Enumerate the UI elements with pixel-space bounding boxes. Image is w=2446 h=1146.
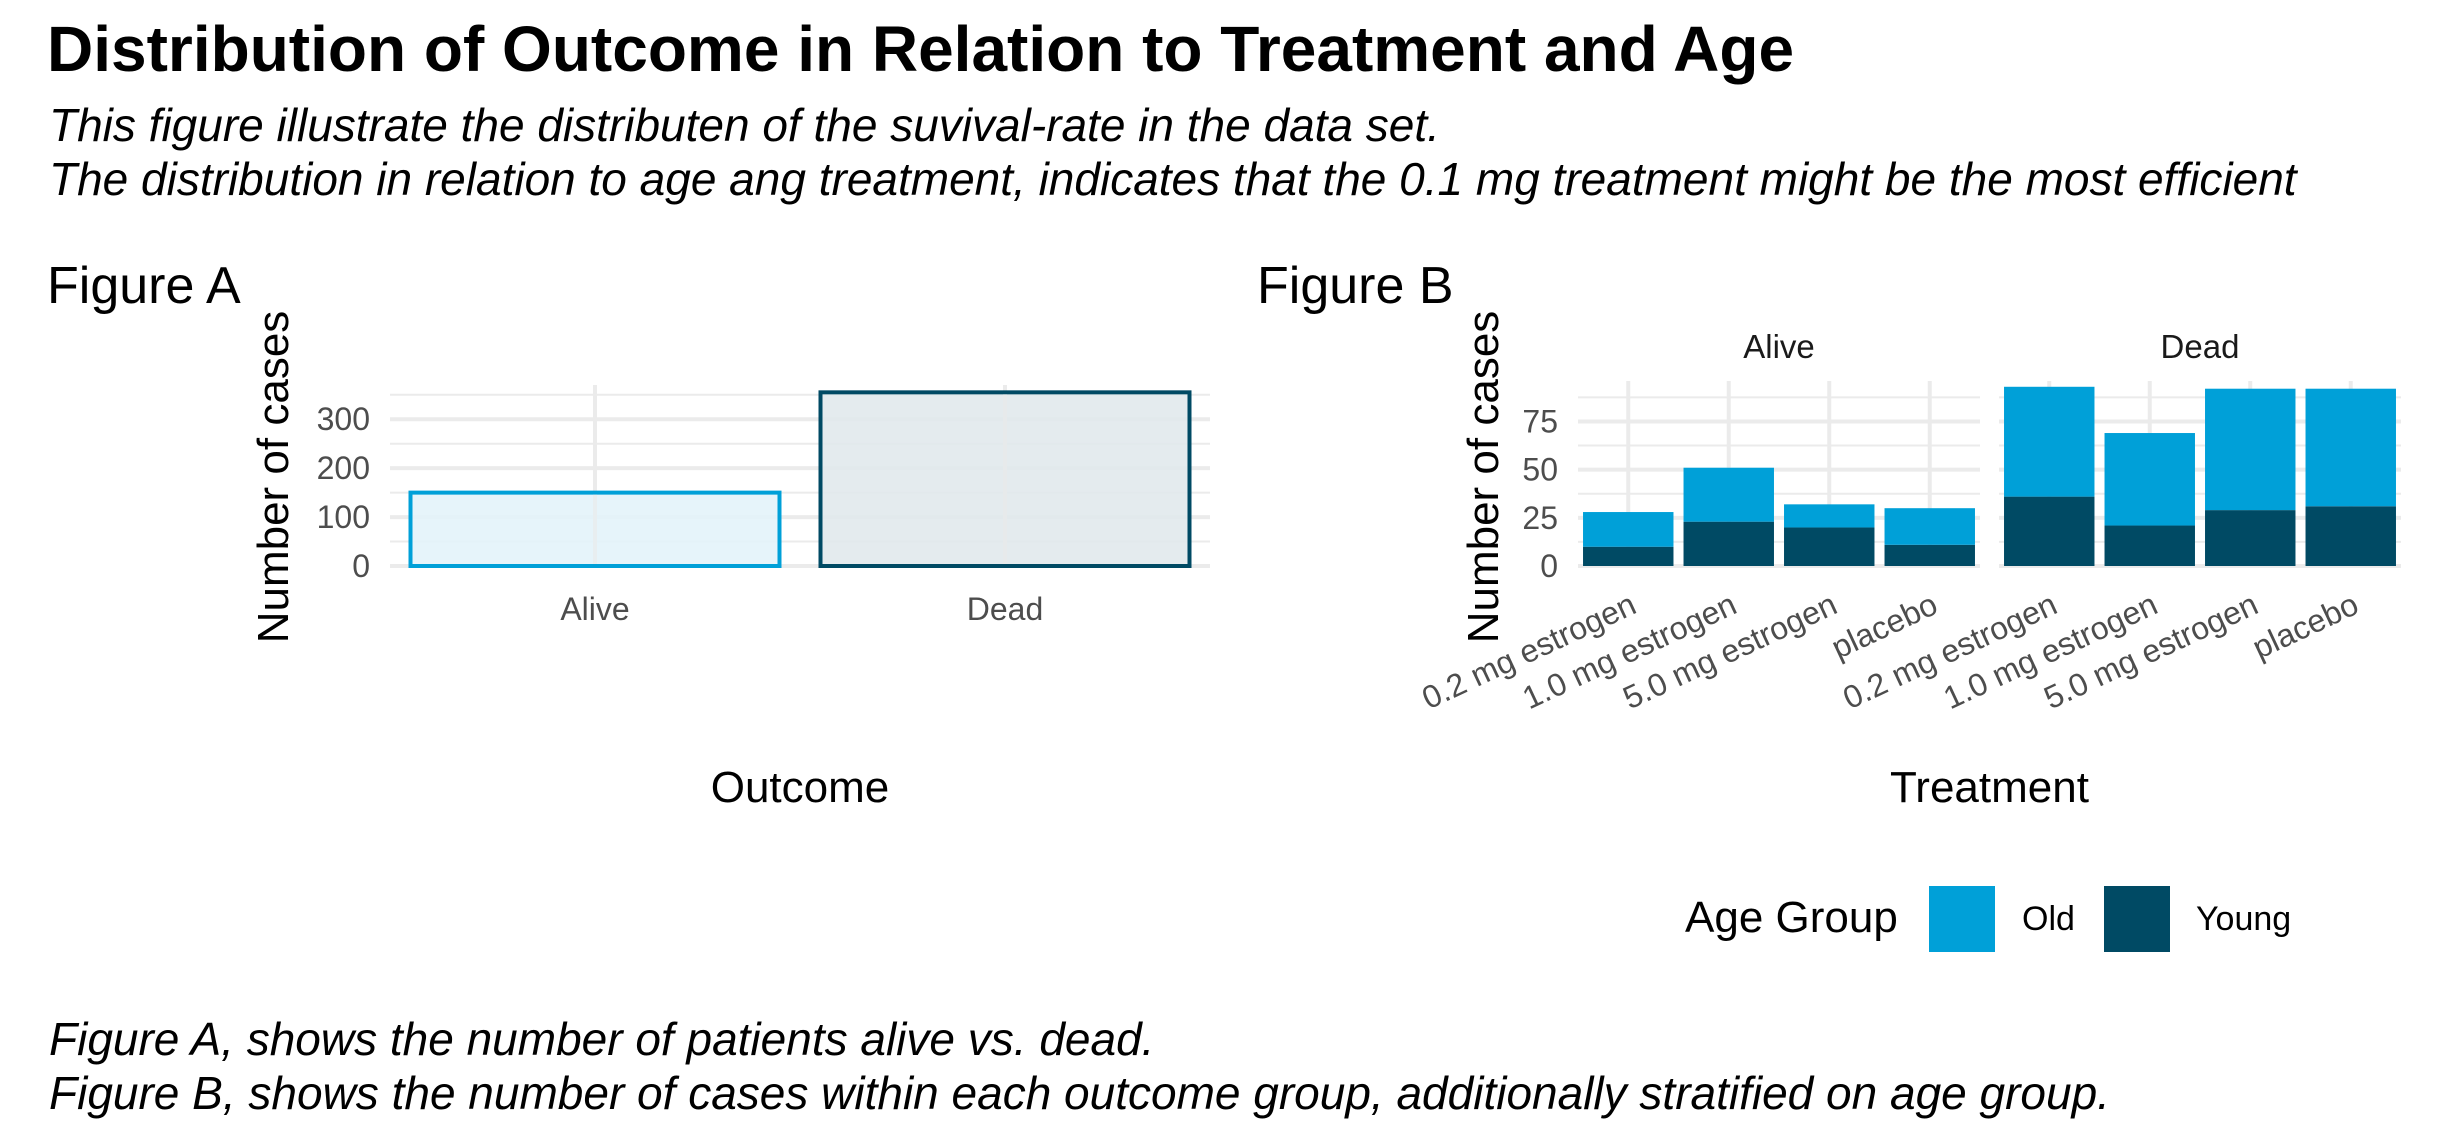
fig-a-y-tick-200: 200	[317, 450, 370, 486]
legend-title: Age Group	[1685, 893, 1898, 942]
fig-b-bar-alive-0-2-mg-estrogen-old	[1583, 512, 1674, 547]
fig-b-y-tick-50: 50	[1522, 452, 1558, 488]
fig-b-bar-dead-0-2-mg-estrogen-old	[2004, 386, 2095, 497]
subtitle-line-1: This figure illustrate the distributen o…	[49, 99, 1440, 151]
fig-b-y-tick-75: 75	[1522, 403, 1558, 439]
subtitle-line-2: The distribution in relation to age ang …	[49, 153, 2297, 205]
legend-label-young: Young	[2196, 900, 2291, 938]
legend-label-old: Old	[2022, 900, 2075, 938]
fig-b-y-tick-0: 0	[1540, 548, 1558, 584]
fig-a-y-axis-title: Number of cases	[249, 311, 298, 644]
fig-b-facet-label-alive: Alive	[1743, 328, 1815, 365]
fig-b-facet-label-dead: Dead	[2161, 328, 2240, 365]
fig-b-panel-label: Figure B	[1257, 257, 1454, 315]
fig-a-x-tick-alive: Alive	[560, 591, 629, 627]
fig-a-panel-label: Figure A	[47, 257, 241, 315]
fig-b-bar-alive-placebo-old	[1884, 508, 1975, 545]
fig-a-x-tick-dead: Dead	[967, 591, 1044, 627]
fig-b-bar-alive-5-0-mg-estrogen-young	[1784, 527, 1875, 566]
fig-b-bar-dead-1-0-mg-estrogen-old	[2104, 433, 2195, 526]
legend-key-young	[2104, 886, 2170, 952]
fig-b-bar-dead-1-0-mg-estrogen-young	[2104, 525, 2195, 566]
fig-b-bar-alive-5-0-mg-estrogen-old	[1784, 504, 1875, 528]
fig-b-bar-alive-1-0-mg-estrogen-old	[1683, 467, 1774, 522]
fig-b-bar-dead-5-0-mg-estrogen-young	[2205, 510, 2296, 566]
fig-b-x-axis-title: Treatment	[1890, 763, 2089, 812]
chart-caption: Figure A, shows the number of patients a…	[49, 1012, 2110, 1120]
fig-b-bar-alive-0-2-mg-estrogen-young	[1583, 546, 1674, 566]
fig-b-bar-dead-placebo-old	[2305, 388, 2396, 507]
chart-title: Distribution of Outcome in Relation to T…	[47, 13, 1795, 85]
legend-key-old	[1929, 886, 1995, 952]
fig-b-bar-alive-1-0-mg-estrogen-young	[1683, 521, 1774, 566]
fig-a-y-tick-0: 0	[352, 548, 370, 584]
fig-a-x-axis-title: Outcome	[711, 763, 890, 812]
caption-line-1: Figure A, shows the number of patients a…	[49, 1013, 1155, 1065]
fig-b-bar-dead-5-0-mg-estrogen-old	[2205, 388, 2296, 511]
caption-line-2: Figure B, shows the number of cases with…	[49, 1067, 2110, 1119]
fig-b-bar-dead-0-2-mg-estrogen-young	[2004, 496, 2095, 566]
fig-a-y-tick-100: 100	[317, 499, 370, 535]
fig-b-y-axis-title: Number of cases	[1459, 311, 1508, 644]
fig-b-x-tick-dead-placebo: placebo	[2247, 586, 2364, 666]
fig-a-y-tick-300: 300	[317, 401, 370, 437]
fig-b-bar-alive-placebo-young	[1884, 544, 1975, 566]
chart-subtitle: This figure illustrate the distributen o…	[49, 98, 2297, 206]
fig-b-y-tick-25: 25	[1522, 500, 1558, 536]
fig-b-bar-dead-placebo-young	[2305, 506, 2396, 566]
